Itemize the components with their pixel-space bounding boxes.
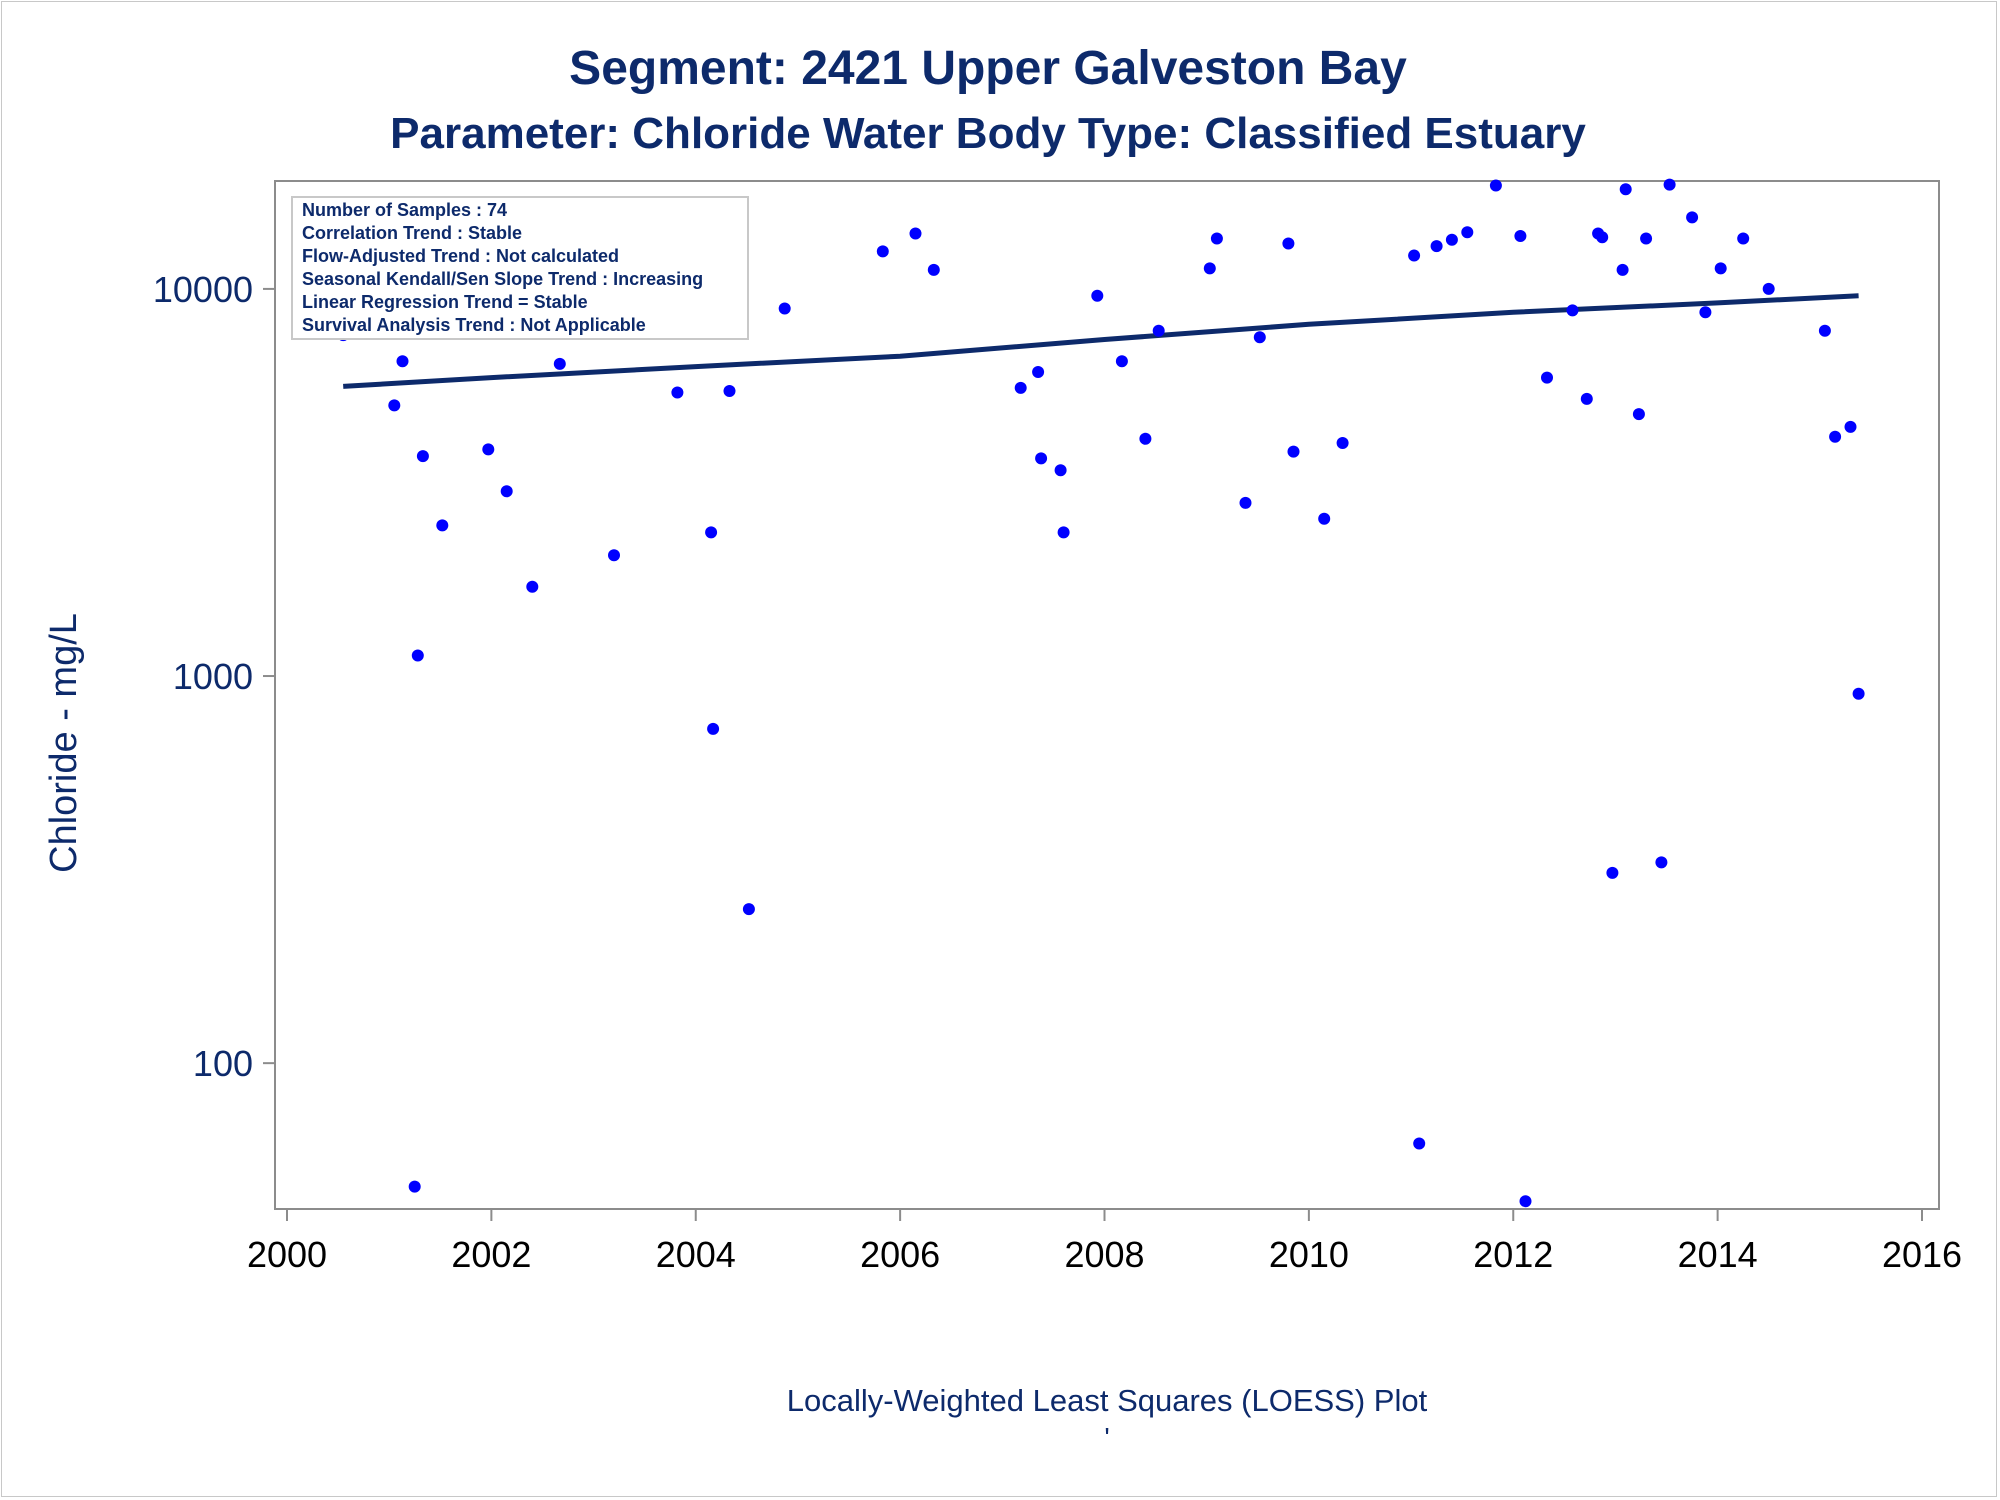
plot-area <box>274 180 1940 1210</box>
data-point <box>1152 324 1165 337</box>
data-point <box>1640 232 1653 245</box>
data-point <box>1408 249 1421 262</box>
data-point <box>608 549 620 562</box>
stats-line: Survival Analysis Trend : Not Applicable <box>302 315 646 335</box>
data-point <box>1632 408 1645 421</box>
chart-subtitle: Parameter: Chloride Water Body Type: Cla… <box>390 109 1586 158</box>
data-point <box>1655 856 1668 869</box>
data-point <box>742 903 755 916</box>
data-point <box>1714 262 1727 275</box>
data-point <box>1057 526 1070 539</box>
data-point <box>1430 240 1443 253</box>
chart-title: Segment: 2421 Upper Galveston Bay <box>569 42 1407 95</box>
data-point <box>553 357 566 370</box>
data-point <box>1203 262 1216 275</box>
stats-line: Number of Samples : 74 <box>302 200 507 220</box>
data-point <box>1566 304 1579 317</box>
data-point <box>1054 464 1067 477</box>
data-point <box>388 399 401 412</box>
data-point <box>1829 430 1842 443</box>
data-point <box>411 649 424 662</box>
stats-line: Linear Regression Trend = Stable <box>302 292 588 312</box>
data-point <box>1035 452 1048 465</box>
data-point <box>1282 237 1295 250</box>
stats-line: Correlation Trend : Stable <box>302 223 522 243</box>
data-point <box>482 443 495 456</box>
data-point <box>1519 1195 1532 1208</box>
y-axis: 100 1000 10000 <box>153 269 275 1084</box>
data-point <box>1287 445 1300 458</box>
data-point <box>1514 230 1527 242</box>
x-tick-label: 2000 <box>247 1234 327 1275</box>
x-tick-label: 2010 <box>1269 1234 1349 1275</box>
x-tick-label: 2014 <box>1678 1234 1758 1275</box>
data-point <box>1606 866 1619 879</box>
data-point <box>1318 512 1331 525</box>
loess-fit-line <box>343 293 1859 389</box>
x-tick-label: 2012 <box>1473 1234 1553 1275</box>
data-point <box>671 386 684 399</box>
data-point <box>1413 1137 1426 1150</box>
data-point <box>1336 437 1349 449</box>
data-point <box>1210 232 1223 245</box>
data-point <box>707 722 720 735</box>
x-tick-label: 2004 <box>656 1234 736 1275</box>
data-point <box>1253 331 1266 344</box>
data-point <box>1844 420 1857 433</box>
data-point <box>396 355 409 368</box>
x-tick-label: 2006 <box>860 1234 940 1275</box>
data-point <box>1663 178 1676 191</box>
x-axis: 2000 2002 2004 2006 2008 2010 2012 2014 2016 <box>247 1209 1962 1275</box>
data-point <box>1699 306 1712 319</box>
footnote: ' <box>1104 1422 1109 1453</box>
data-point <box>500 485 513 498</box>
stats-line: Flow-Adjusted Trend : Not calculated <box>302 246 619 266</box>
data-point <box>1596 231 1609 244</box>
data-point <box>1619 183 1632 196</box>
data-point <box>1032 366 1045 378</box>
stats-line: Seasonal Kendall/Sen Slope Trend : Incre… <box>302 269 703 289</box>
y-tick-label: 100 <box>193 1043 253 1084</box>
data-point <box>526 580 539 593</box>
x-tick-label: 2002 <box>451 1234 531 1275</box>
stats-box-border <box>291 196 749 340</box>
data-point <box>1541 371 1553 384</box>
data-point <box>1014 381 1027 394</box>
y-tick-label: 1000 <box>173 656 253 697</box>
data-point <box>1616 263 1629 276</box>
data-point <box>1239 496 1252 509</box>
data-point <box>1461 226 1474 239</box>
data-point <box>778 302 791 315</box>
data-point <box>1445 233 1458 246</box>
data-point <box>1580 392 1593 405</box>
data-point <box>1686 211 1699 224</box>
data-point <box>1762 282 1775 295</box>
data-point <box>436 519 449 532</box>
x-tick-label: 2016 <box>1882 1234 1962 1275</box>
data-point <box>1737 232 1750 245</box>
stats-box: Number of Samples : 74 Correlation Trend… <box>291 196 749 340</box>
data-point <box>1091 289 1104 302</box>
data-point <box>1489 179 1502 192</box>
y-axis-label: Chloride - mg/L <box>43 613 85 873</box>
data-point <box>876 245 889 258</box>
data-point <box>1818 324 1831 337</box>
y-tick-label: 10000 <box>153 269 253 310</box>
data-point <box>705 526 718 539</box>
x-tick-label: 2008 <box>1064 1234 1144 1275</box>
data-point <box>408 1180 421 1193</box>
data-point <box>1115 355 1128 368</box>
data-point <box>723 385 736 397</box>
data-point <box>1852 687 1865 700</box>
data-point <box>909 227 922 240</box>
data-point <box>927 263 940 276</box>
data-point <box>416 450 429 463</box>
data-point <box>1139 432 1152 445</box>
x-axis-label: Locally-Weighted Least Squares (LOESS) P… <box>787 1383 1428 1418</box>
